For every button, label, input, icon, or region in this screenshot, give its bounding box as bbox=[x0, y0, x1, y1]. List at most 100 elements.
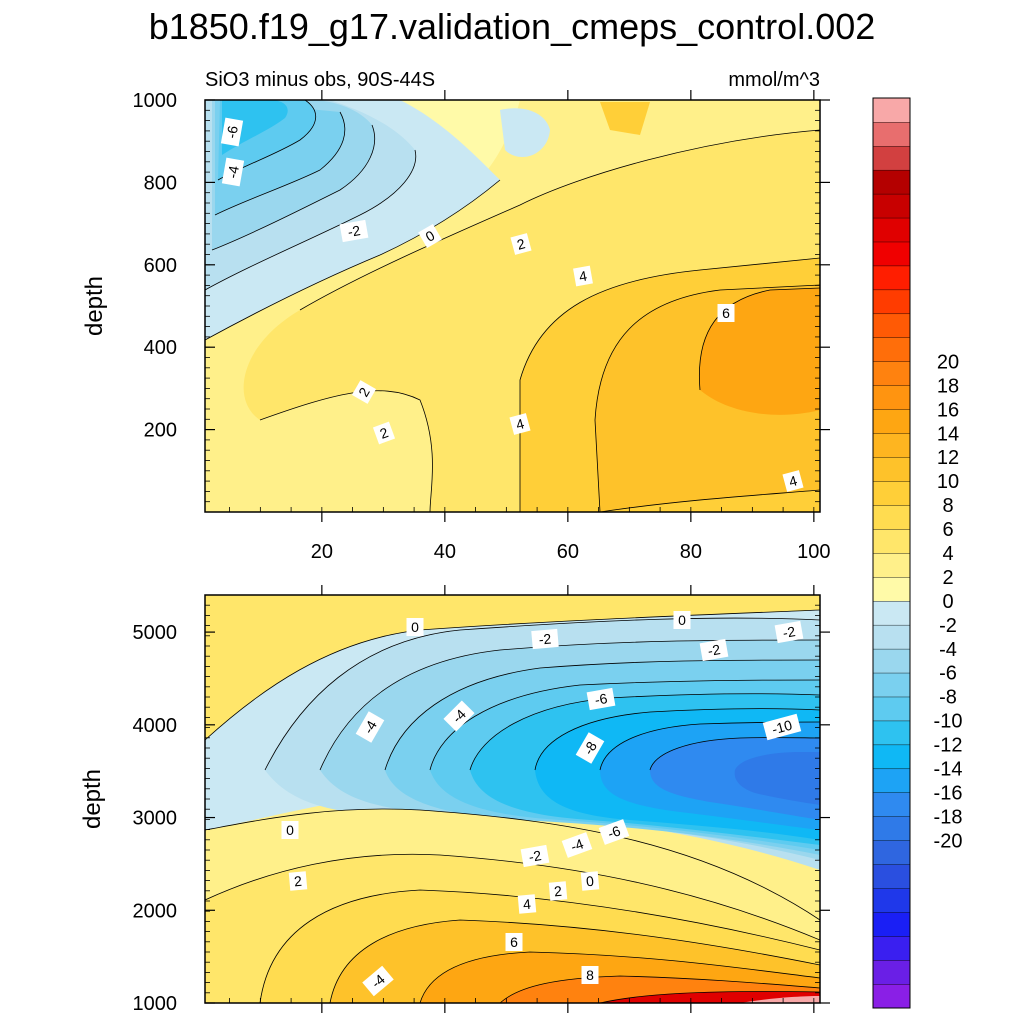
colorbar-swatch bbox=[872, 97, 911, 123]
colorbar-swatch bbox=[872, 289, 911, 315]
contour-label: -2 bbox=[531, 628, 559, 650]
colorbar-tick-label: 0 bbox=[942, 591, 953, 613]
contour-label-text: 2 bbox=[553, 883, 562, 900]
colorbar-tick-label: 8 bbox=[942, 495, 953, 517]
top-y-axis-label: depth bbox=[81, 276, 108, 336]
contour-label-bg bbox=[561, 832, 593, 858]
contour-label: -6 bbox=[598, 819, 630, 845]
top-x-axis: 20 40 60 80 100 bbox=[229, 90, 831, 563]
colorbar-swatch bbox=[872, 241, 911, 267]
colorbar-frame bbox=[872, 97, 911, 1009]
colorbar-swatch bbox=[872, 768, 911, 793]
x-tick-label: 20 bbox=[311, 541, 333, 563]
colorbar-tick-label: -10 bbox=[934, 711, 963, 733]
contour-label: -4 bbox=[443, 700, 475, 732]
colorbar-tick-label: -4 bbox=[939, 639, 957, 661]
contour-label-bg bbox=[782, 470, 804, 492]
colorbar-boxes bbox=[872, 97, 911, 1009]
x-tick-label: 40 bbox=[434, 541, 456, 563]
colorbar-swatch bbox=[872, 504, 911, 530]
colorbar-swatch bbox=[872, 457, 911, 482]
colorbar-swatch bbox=[872, 121, 911, 147]
colorbar-swatch bbox=[872, 265, 911, 291]
colorbar-swatch bbox=[872, 385, 911, 410]
contour-label-text: 4 bbox=[787, 472, 799, 490]
colorbar-swatch bbox=[872, 552, 911, 578]
contour-label: -4 bbox=[362, 965, 394, 997]
contour-label-bg bbox=[443, 700, 475, 732]
colorbar-swatch bbox=[872, 912, 911, 937]
contour-label-bg bbox=[673, 611, 691, 629]
contour-label-bg bbox=[351, 380, 377, 404]
colorbar-swatch bbox=[872, 840, 911, 865]
contour-label: 2 bbox=[288, 871, 308, 891]
colorbar-tick-label: 4 bbox=[942, 543, 953, 565]
contour-label: -2 bbox=[774, 620, 804, 644]
colorbar-tick-label: 2 bbox=[942, 567, 953, 589]
top-subtitle-right: mmol/m^3 bbox=[728, 69, 820, 91]
contour-label: 0 bbox=[418, 223, 442, 249]
y-tick-label: 1000 bbox=[133, 90, 178, 112]
contour-label-text: -2 bbox=[538, 630, 552, 647]
contour-label: 4 bbox=[573, 265, 593, 287]
y-tick-label: 5000 bbox=[133, 622, 178, 644]
contour-label-bg bbox=[580, 871, 600, 891]
colorbar-tick-label: 18 bbox=[937, 375, 959, 397]
bottom-contour-labels: 0 0 -2 -2 -4 -2 -4 -6 -8 -10 -2 -4 -6 0 2 0 2 4 6 -4 8 bbox=[281, 611, 804, 997]
contour-label: -6 bbox=[220, 117, 244, 147]
contour-label: -6 bbox=[586, 687, 616, 711]
contour-label-bg bbox=[372, 421, 396, 445]
colorbar-tick-label: -6 bbox=[939, 663, 957, 685]
contour-label-bg bbox=[575, 732, 605, 764]
contour-label: 6 bbox=[505, 933, 523, 951]
colorbar-swatch bbox=[872, 864, 911, 889]
colorbar-tick-label: -14 bbox=[934, 759, 963, 781]
bottom-y-axis-label: depth bbox=[79, 769, 106, 829]
contour-label: -10 bbox=[762, 713, 802, 741]
colorbar-labels: 20181614121086420-2-4-6-8-10-12-14-16-18… bbox=[934, 351, 963, 852]
contour-label: -4 bbox=[355, 711, 385, 743]
colorbar-swatch bbox=[872, 169, 911, 195]
contour-label-bg bbox=[339, 219, 369, 243]
colorbar-tick-label: -18 bbox=[934, 806, 963, 828]
contour-label-bg bbox=[505, 933, 523, 951]
colorbar-swatch bbox=[872, 313, 911, 338]
colorbar-swatch bbox=[872, 217, 911, 243]
contour-label-bg bbox=[509, 413, 531, 435]
colorbar-swatch bbox=[872, 672, 911, 698]
colorbar-tick-label: -16 bbox=[934, 782, 963, 804]
contour-label-bg bbox=[510, 233, 532, 255]
contour-label-text: -6 bbox=[223, 124, 241, 139]
contour-label-bg bbox=[586, 687, 616, 711]
colorbar-tick-label: 6 bbox=[942, 519, 953, 541]
contour-label: 2 bbox=[351, 380, 377, 404]
colorbar-swatch bbox=[872, 480, 911, 506]
x-tick-label: 60 bbox=[557, 541, 579, 563]
colorbar-swatch bbox=[872, 744, 911, 770]
contour-label-bg bbox=[774, 620, 804, 644]
y-tick-label: 2000 bbox=[133, 900, 178, 922]
colorbar-swatch bbox=[872, 792, 911, 817]
contour-label-bg bbox=[281, 821, 299, 839]
top-y-axis: 200 400 600 800 1000 bbox=[133, 90, 830, 513]
contour-label-text: -2 bbox=[781, 623, 796, 641]
colorbar-swatch bbox=[872, 600, 911, 626]
contour-label-bg bbox=[362, 965, 394, 997]
contour-label-bg bbox=[418, 223, 442, 249]
y-tick-label: 800 bbox=[144, 172, 177, 194]
y-tick-label: 600 bbox=[144, 255, 177, 277]
colorbar-tick-label: -8 bbox=[939, 687, 957, 709]
colorbar-swatch bbox=[872, 576, 911, 602]
contour-label-bg bbox=[573, 265, 593, 287]
colorbar-tick-label: -20 bbox=[934, 830, 963, 852]
contour-label-bg bbox=[598, 819, 630, 845]
colorbar-tick-label: -2 bbox=[939, 615, 957, 637]
x-tick-label: 80 bbox=[680, 541, 702, 563]
contour-label-text: 2 bbox=[515, 235, 527, 253]
contour-label-bg bbox=[717, 304, 735, 322]
colorbar-swatch bbox=[872, 648, 911, 674]
contour-label-text: -2 bbox=[706, 641, 721, 659]
contour-label-text: 0 bbox=[411, 619, 419, 635]
